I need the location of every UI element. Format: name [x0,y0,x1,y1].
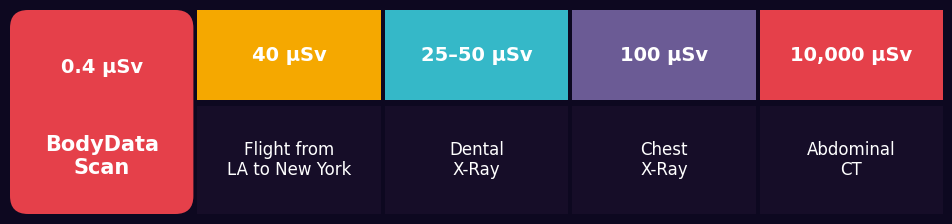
FancyBboxPatch shape [10,10,193,214]
Text: 40 μSv: 40 μSv [251,45,327,65]
Text: Chest
X-Ray: Chest X-Ray [640,141,687,179]
Bar [197,10,381,100]
Bar [759,10,942,100]
Text: Flight from
LA to New York: Flight from LA to New York [227,141,351,179]
Bar [385,10,567,100]
Bar [759,106,942,214]
Bar [385,106,567,214]
Text: 0.4 μSv: 0.4 μSv [61,58,143,77]
Text: 100 μSv: 100 μSv [619,45,707,65]
Text: Dental
X-Ray: Dental X-Ray [448,141,504,179]
Text: BodyData
Scan: BodyData Scan [45,135,159,179]
Text: Abdominal
CT: Abdominal CT [806,141,895,179]
Bar [197,106,381,214]
Text: 25–50 μSv: 25–50 μSv [420,45,532,65]
Bar [571,10,755,100]
Bar [571,106,755,214]
Text: 10,000 μSv: 10,000 μSv [789,45,911,65]
